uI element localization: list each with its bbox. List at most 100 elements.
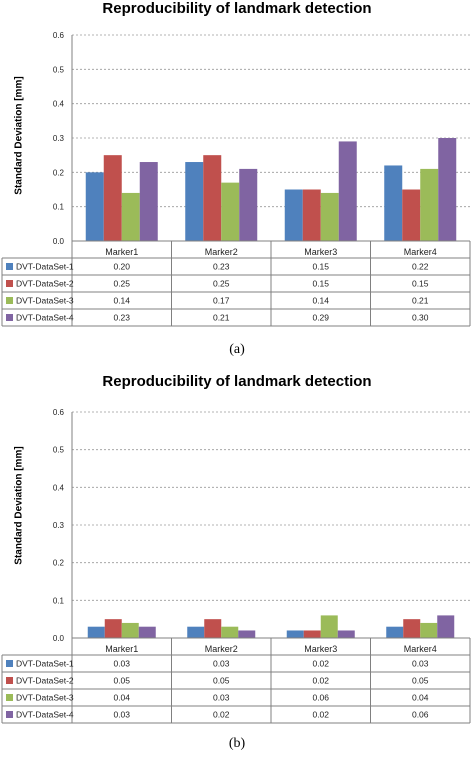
y-tick-label: 0.2 [53, 559, 65, 568]
data-label: 0.15 [312, 279, 329, 289]
data-label: 0.06 [412, 710, 429, 720]
data-label: 0.05 [412, 676, 429, 686]
bar [286, 630, 304, 638]
data-label: 0.17 [213, 296, 230, 306]
chart-title: Reproducibility of landmark detection [102, 0, 372, 17]
data-label: 0.04 [113, 693, 130, 703]
bar [204, 619, 222, 638]
data-label: 0.14 [113, 296, 130, 306]
bar [284, 189, 303, 241]
bar [337, 630, 355, 638]
chart-title: Reproducibility of landmark detection [102, 373, 372, 390]
data-label: 0.25 [113, 279, 130, 289]
y-tick-label: 0.6 [53, 408, 65, 417]
data-label: 0.21 [213, 313, 230, 323]
legend-label: DVT-DataSet-3 [16, 296, 74, 306]
chart-panel-a: Reproducibility of landmark detection St… [0, 0, 474, 380]
x-tick-label: Marker2 [205, 247, 238, 257]
bar [420, 622, 438, 638]
legend-swatch [6, 314, 13, 321]
bar [103, 155, 122, 241]
bar [87, 626, 105, 638]
bar [338, 141, 357, 241]
data-label: 0.23 [113, 313, 130, 323]
legend-label: DVT-DataSet-1 [16, 262, 74, 272]
bar-chart-svg: 0.0 0.1 0.2 0.3 0.4 0.5 0.6 Marker1 Marker2 Marke… [1, 408, 471, 724]
x-tick-label: Marker1 [105, 247, 138, 257]
bar [85, 172, 104, 241]
x-tick-label: Marker3 [304, 644, 337, 654]
x-tick-label: Marker2 [205, 644, 238, 654]
y-tick-label: 0.1 [53, 596, 65, 605]
y-tick-label: 0.0 [53, 634, 65, 643]
legend-swatch [6, 660, 13, 667]
legend-swatch [6, 677, 13, 684]
bar [121, 622, 139, 638]
data-label: 0.05 [113, 676, 130, 686]
panel-caption: (b) [228, 736, 246, 751]
panel-caption: (a) [229, 342, 245, 357]
bar [402, 189, 421, 241]
legend-label: DVT-DataSet-4 [16, 313, 74, 323]
data-label: 0.02 [312, 659, 329, 669]
data-label: 0.03 [213, 693, 230, 703]
chart-panel-b: Reproducibility of landmark detection St… [0, 373, 474, 761]
y-tick-label: 0.5 [53, 446, 65, 455]
bar [104, 619, 122, 638]
data-label: 0.05 [213, 676, 230, 686]
data-label: 0.15 [412, 279, 429, 289]
bar [139, 162, 158, 241]
bar [121, 192, 140, 241]
legend-label: DVT-DataSet-3 [16, 693, 74, 703]
bar [437, 615, 455, 638]
bar [303, 630, 321, 638]
data-label: 0.02 [213, 710, 230, 720]
bar [403, 619, 421, 638]
legend-swatch [6, 297, 13, 304]
y-tick-label: 0.1 [53, 203, 65, 212]
data-label: 0.20 [113, 262, 130, 272]
data-label: 0.15 [312, 262, 329, 272]
legend-swatch [6, 263, 13, 270]
y-tick-label: 0.3 [53, 134, 65, 143]
bar [320, 615, 338, 638]
data-label: 0.14 [312, 296, 329, 306]
bar [185, 162, 204, 241]
x-tick-label: Marker4 [404, 247, 437, 257]
y-tick-label: 0.4 [53, 100, 65, 109]
legend-label: DVT-DataSet-4 [16, 710, 74, 720]
bar [239, 168, 258, 241]
data-label: 0.03 [213, 659, 230, 669]
data-label: 0.21 [412, 296, 429, 306]
legend-label: DVT-DataSet-1 [16, 659, 74, 669]
bar [138, 626, 156, 638]
data-label: 0.02 [312, 710, 329, 720]
bar [203, 155, 222, 241]
y-tick-label: 0.4 [53, 483, 65, 492]
data-label: 0.06 [312, 693, 329, 703]
bar [386, 626, 404, 638]
data-label: 0.23 [213, 262, 230, 272]
data-label: 0.03 [113, 659, 130, 669]
data-label: 0.29 [312, 313, 329, 323]
y-tick-label: 0.2 [53, 168, 65, 177]
legend-swatch [6, 694, 13, 701]
bar [302, 189, 321, 241]
bar [221, 182, 240, 241]
bar [384, 165, 403, 241]
bar-chart-svg: 0.0 0.1 0.2 0.3 0.4 0.5 0.6 Marker1 Marker2 Marke… [1, 31, 471, 327]
bar [438, 138, 457, 241]
y-tick-label: 0.3 [53, 521, 65, 530]
legend-label: DVT-DataSet-2 [16, 676, 74, 686]
y-tick-label: 0.0 [53, 237, 65, 246]
data-label: 0.30 [412, 313, 429, 323]
data-label: 0.03 [113, 710, 130, 720]
bar [420, 168, 439, 241]
bar [320, 192, 339, 241]
bar [238, 630, 256, 638]
legend-swatch [6, 280, 13, 287]
legend-swatch [6, 711, 13, 718]
data-label: 0.04 [412, 693, 429, 703]
data-label: 0.25 [213, 279, 230, 289]
bar [221, 626, 239, 638]
